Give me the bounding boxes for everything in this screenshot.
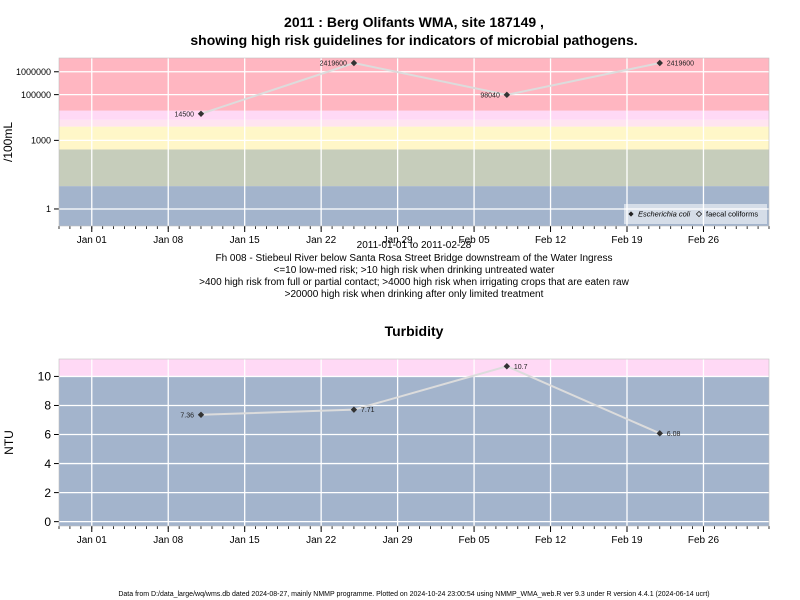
risk-band (59, 119, 769, 127)
caption-date-range: 2011-01-01 to 2011-02-28 (357, 240, 472, 251)
data-label: 98040 (480, 92, 500, 99)
x-tick-label: Jan 01 (77, 235, 107, 246)
y-tick-label: 4 (44, 457, 51, 471)
risk-band (59, 376, 769, 526)
x-tick-label: Jan 15 (230, 235, 260, 246)
data-label: 7.71 (361, 407, 375, 414)
x-tick-label: Jan 15 (230, 535, 260, 546)
x-tick-label: Jan 22 (306, 535, 336, 546)
footer-note: Data from D:/data_large/wq/wms.db dated … (118, 591, 709, 598)
y-tick-label: 0 (44, 515, 51, 529)
y-tick-label: 1 (46, 204, 51, 214)
x-tick-label: Feb 12 (535, 235, 567, 246)
risk-band (59, 126, 769, 150)
data-label: 10.7 (514, 364, 528, 371)
risk-band (59, 359, 769, 377)
y-axis-label: /100mL (1, 122, 15, 162)
y-tick-label: 8 (44, 399, 51, 413)
caption-guideline-2: >400 high risk from full or partial cont… (199, 277, 629, 288)
y-tick-label: 1000 (31, 136, 51, 146)
x-tick-label: Jan 08 (153, 235, 183, 246)
x-tick-label: Feb 19 (611, 535, 643, 546)
y-axis-label: NTU (2, 430, 16, 455)
data-point (656, 430, 663, 437)
x-tick-label: Feb 19 (611, 235, 643, 246)
risk-band (59, 58, 769, 111)
caption-site-name: Fh 008 - Stiebeul River below Santa Rosa… (215, 253, 612, 264)
data-point (197, 110, 205, 118)
data-point (350, 406, 358, 413)
plot-frame (58, 358, 770, 527)
data-point (503, 363, 511, 370)
data-label: 2419600 (667, 60, 694, 67)
chart-title-line-1: 2011 : Berg Olifants WMA, site 187149 , (284, 14, 544, 30)
x-tick-label: Feb 26 (688, 235, 720, 246)
legend-label-ecoli: Escherichia coli (638, 210, 690, 219)
x-tick-label: Feb 05 (459, 535, 491, 546)
caption-guideline-3: >20000 high risk when drinking after onl… (285, 289, 544, 300)
legend-box (624, 204, 767, 224)
legend-marker-ecoli (628, 211, 634, 217)
x-tick-label: Jan 29 (383, 535, 413, 546)
x-tick-label: Feb 05 (459, 235, 491, 246)
data-label: 7.36 (180, 412, 194, 419)
risk-band (59, 110, 769, 120)
plot-frame (58, 57, 770, 227)
x-tick-label: Jan 22 (306, 235, 336, 246)
series-line (200, 365, 661, 435)
data-label: 2419600 (320, 60, 347, 67)
caption-guideline-1: <=10 low-med risk; >10 high risk when dr… (274, 265, 556, 276)
x-tick-label: Jan 01 (77, 535, 107, 546)
chart-title-line-2: showing high risk guidelines for indicat… (190, 32, 637, 48)
turbidity-panel: Jan 01 Jan 08 Jan 15 Jan 22 Jan 29 Feb 05 Feb … (2, 358, 770, 546)
turbidity-title: Turbidity (385, 323, 444, 339)
data-point (656, 59, 663, 67)
y-tick-label: 1000000 (16, 67, 51, 77)
y-tick-label: 10 (38, 370, 52, 384)
data-point (350, 59, 358, 67)
data-point (503, 91, 511, 99)
data-label: 14500 (175, 111, 195, 118)
ecoli-panel: Jan 01 Jan 08 Jan 15 Jan 22 Jan 29 Feb 05 Feb … (1, 57, 770, 246)
x-tick-label: Feb 12 (535, 535, 567, 546)
risk-band (59, 149, 769, 187)
x-tick-label: Jan 29 (383, 235, 413, 246)
x-tick-label: Feb 26 (688, 535, 720, 546)
x-tick-label: Jan 08 (153, 535, 183, 546)
data-point (197, 411, 205, 418)
y-tick-label: 2 (44, 486, 51, 500)
legend-marker-faecal (695, 210, 703, 218)
data-label: 6.08 (667, 431, 681, 438)
y-tick-label: 6 (44, 428, 51, 442)
series-line (200, 61, 660, 115)
legend-label-faecal: faecal coliforms (706, 210, 758, 219)
y-tick-label: 100000 (21, 90, 51, 100)
